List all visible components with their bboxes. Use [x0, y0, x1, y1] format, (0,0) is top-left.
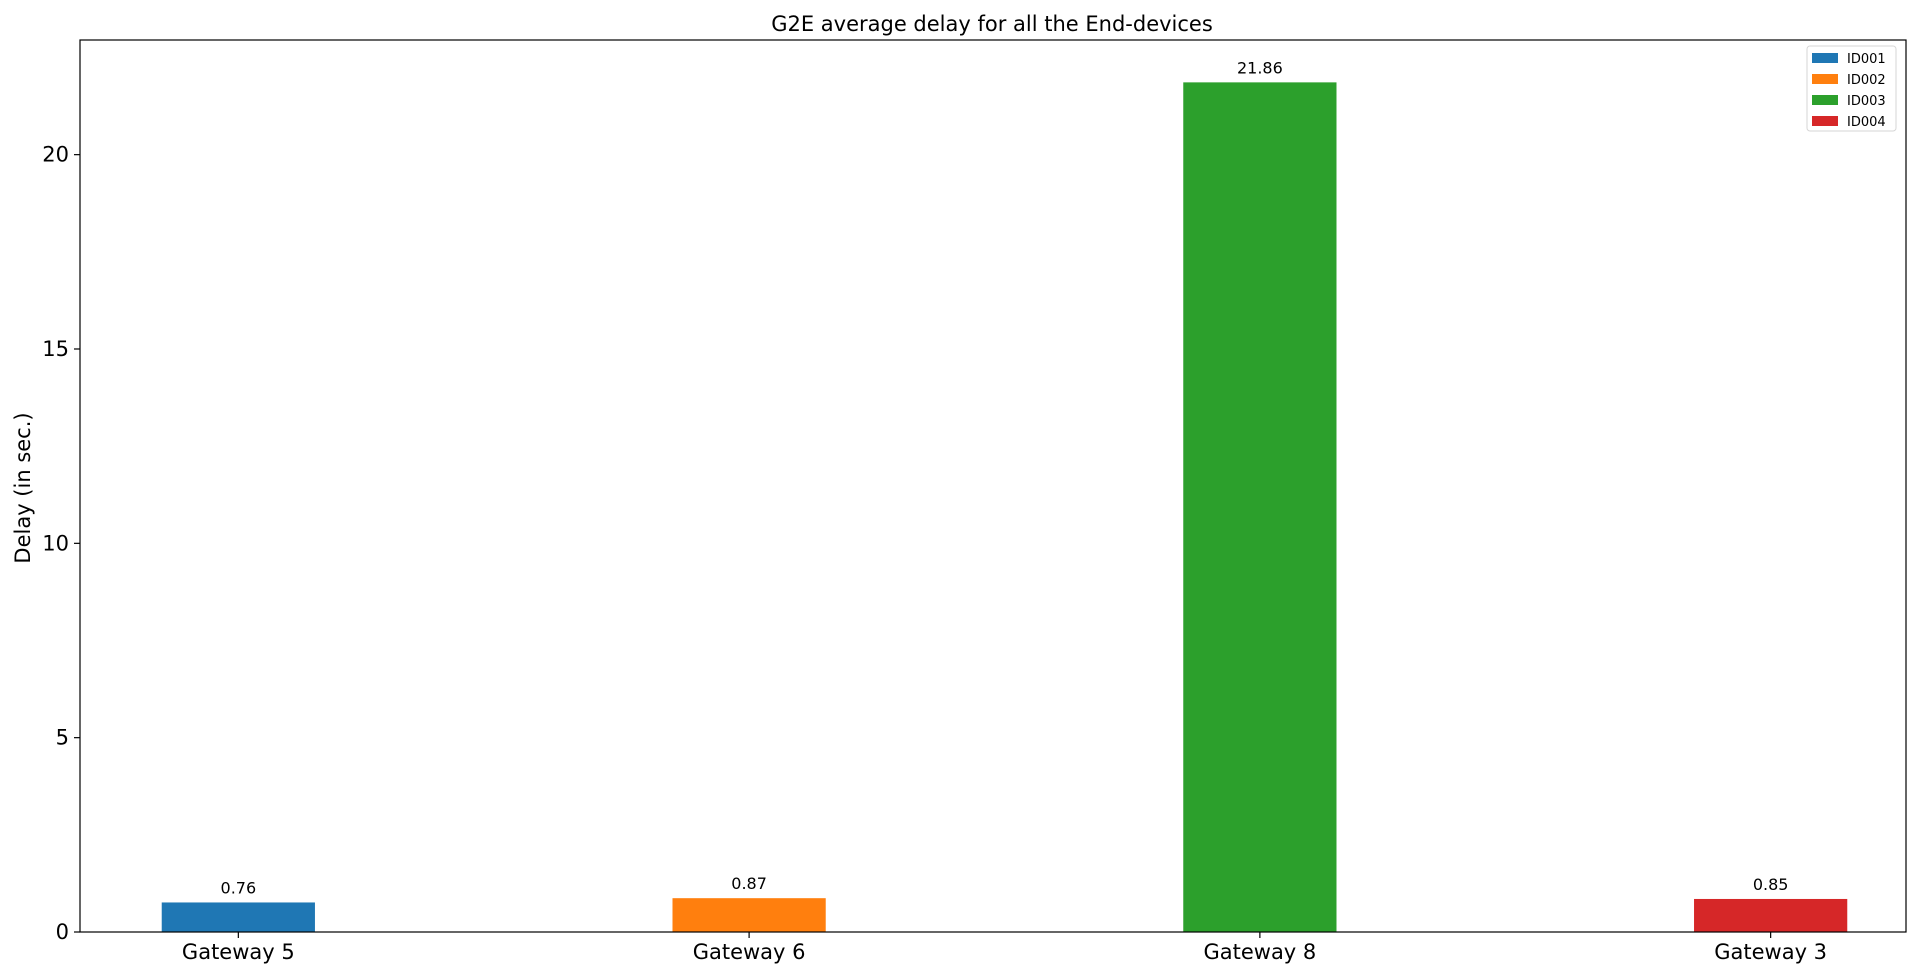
- legend-swatch: [1812, 53, 1838, 63]
- x-tick-label: Gateway 5: [182, 940, 295, 964]
- bar-value-label: 0.76: [221, 878, 257, 897]
- plot-area: 0 5 10 15 20 0.76 Gateway 5 0.87 Gateway 6 21.86 G…: [42, 39, 1907, 964]
- bar-id001: [161, 902, 315, 932]
- x-tick-label: Gateway 3: [1714, 940, 1827, 964]
- bar-id004: [1694, 898, 1848, 932]
- legend-label: ID001: [1847, 52, 1886, 67]
- y-tick-label: 5: [56, 726, 69, 750]
- y-tick-label: 0: [56, 920, 69, 944]
- legend-label: ID002: [1847, 73, 1886, 88]
- plot-frame: [79, 39, 1907, 933]
- y-tick-label: 15: [42, 337, 69, 361]
- legend-box: [1806, 45, 1897, 132]
- legend: ID001 ID002 ID003 ID004: [1806, 45, 1897, 132]
- bar-value-label: 21.86: [1237, 58, 1283, 77]
- bar-value-label: 0.87: [731, 874, 767, 893]
- x-tick-label: Gateway 6: [693, 940, 806, 964]
- bar-value-label: 0.85: [1753, 875, 1789, 894]
- bar-id002: [672, 898, 826, 932]
- legend-label: ID003: [1847, 94, 1886, 109]
- legend-label: ID004: [1847, 115, 1886, 130]
- x-tick-label: Gateway 8: [1203, 940, 1316, 964]
- legend-swatch: [1812, 116, 1838, 126]
- y-tick-label: 10: [42, 531, 69, 555]
- chart-title: G2E average delay for all the End-device…: [771, 12, 1213, 36]
- bar-id003: [1183, 82, 1337, 933]
- legend-swatch: [1812, 74, 1838, 84]
- legend-swatch: [1812, 95, 1838, 105]
- y-axis-label: Delay (in sec.): [11, 412, 35, 563]
- y-tick-label: 20: [42, 143, 69, 167]
